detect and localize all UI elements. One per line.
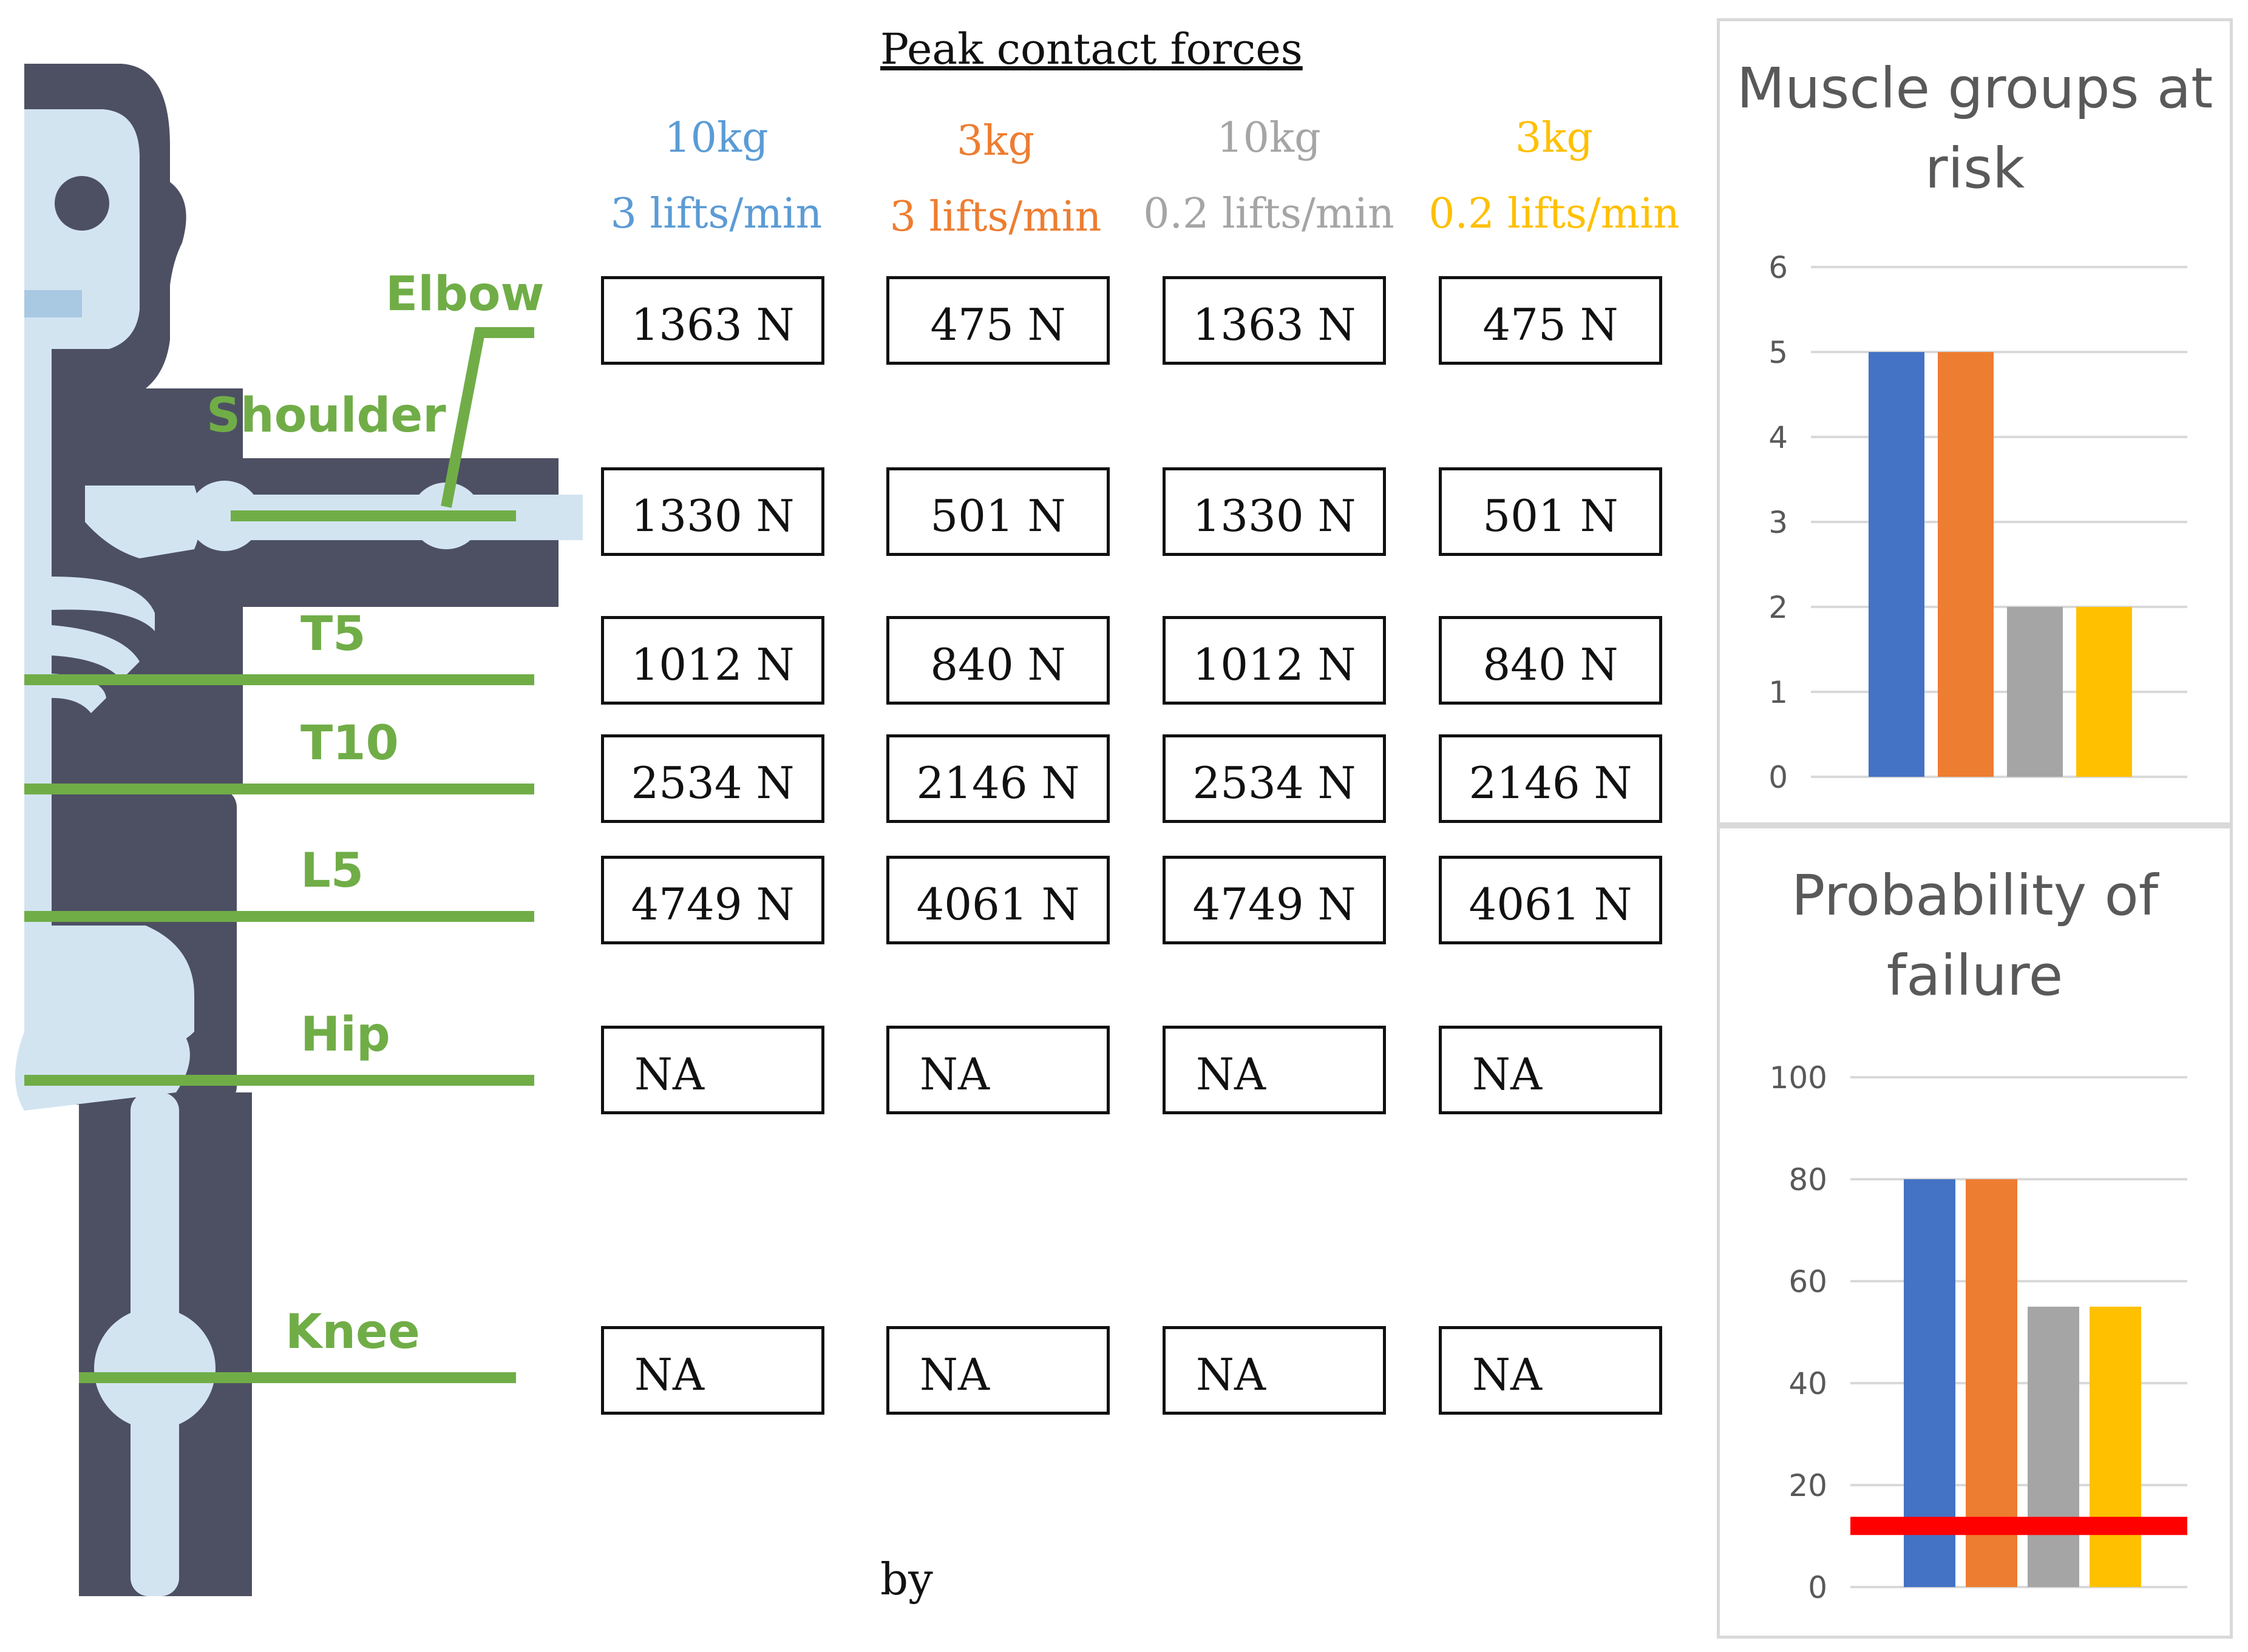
joint-label-elbow: Elbow bbox=[385, 267, 545, 322]
force-value-shoulder-4: 501 N bbox=[1439, 467, 1662, 556]
condition-load-4: 3kg bbox=[1515, 114, 1593, 162]
table-title: Peak contact forces bbox=[880, 24, 1303, 74]
skeleton-illustration bbox=[15, 64, 583, 1596]
force-value-knee-4: NA bbox=[1439, 1326, 1662, 1415]
force-value-t5-2: 840 N bbox=[886, 616, 1110, 705]
bar-3 bbox=[2028, 1307, 2079, 1587]
joint-lines bbox=[24, 327, 534, 1383]
condition-header-4: 3kg 0.2 lifts/min bbox=[1414, 100, 1694, 252]
force-value-knee-2: NA bbox=[886, 1326, 1110, 1415]
condition-load-1: 10kg bbox=[664, 114, 769, 162]
footer-text: by bbox=[880, 1554, 933, 1605]
condition-load-3: 10kg bbox=[1217, 114, 1321, 162]
force-value-shoulder-2: 501 N bbox=[886, 467, 1110, 556]
joint-label-t5: T5 bbox=[301, 607, 366, 662]
condition-rate-2: 3 lifts/min bbox=[889, 193, 1102, 241]
condition-load-2: 3kg bbox=[957, 117, 1034, 165]
y-tick-label: 60 bbox=[1788, 1264, 1827, 1299]
skeleton-light-bones bbox=[15, 109, 583, 1596]
force-value-hip-4: NA bbox=[1439, 1026, 1662, 1114]
force-value-elbow-1: 1363 N bbox=[601, 276, 824, 365]
joint-label-knee: Knee bbox=[285, 1305, 420, 1359]
tibia-bone bbox=[131, 1396, 179, 1596]
pelvis-bone bbox=[24, 926, 194, 1050]
y-tick-label: 4 bbox=[1768, 420, 1788, 455]
bar-3 bbox=[2007, 607, 2063, 777]
force-value-elbow-2: 475 N bbox=[886, 276, 1110, 365]
jaw-mark bbox=[24, 290, 82, 317]
bar-2 bbox=[1938, 352, 1994, 777]
rib-2 bbox=[52, 625, 140, 680]
force-value-elbow-4: 475 N bbox=[1439, 276, 1662, 365]
y-tick-label: 100 bbox=[1770, 1060, 1827, 1095]
force-value-l5-3: 4749 N bbox=[1163, 856, 1386, 944]
force-value-t5-1: 1012 N bbox=[601, 616, 824, 705]
force-value-knee-1: NA bbox=[601, 1326, 824, 1415]
force-value-elbow-3: 1363 N bbox=[1163, 276, 1386, 365]
force-value-t10-1: 2534 N bbox=[601, 734, 824, 823]
y-tick-label: 5 bbox=[1768, 335, 1788, 370]
scapula-bone bbox=[85, 486, 200, 558]
force-value-hip-3: NA bbox=[1163, 1026, 1386, 1114]
chart-panel-muscle-groups: Muscle groups at risk 0 1 2 3 4 5 6 bbox=[1717, 18, 2233, 825]
condition-rate-4: 0.2 lifts/min bbox=[1428, 190, 1680, 238]
force-value-hip-2: NA bbox=[886, 1026, 1110, 1114]
force-value-t5-3: 1012 N bbox=[1163, 616, 1386, 705]
bar-4 bbox=[2090, 1307, 2141, 1587]
condition-header-1: 10kg 3 lifts/min bbox=[577, 100, 856, 252]
y-tick-label: 1 bbox=[1768, 675, 1788, 710]
y-tick-label: 2 bbox=[1768, 590, 1788, 625]
elbow-leader-line bbox=[441, 327, 534, 508]
eye-socket bbox=[55, 176, 109, 231]
joint-label-t10: T10 bbox=[301, 716, 399, 771]
chart-title-muscle-groups: Muscle groups at risk bbox=[1736, 56, 2213, 201]
y-tick-label: 40 bbox=[1788, 1366, 1827, 1401]
y-tick-label: 80 bbox=[1788, 1162, 1827, 1197]
force-value-knee-3: NA bbox=[1163, 1326, 1386, 1415]
force-value-shoulder-3: 1330 N bbox=[1163, 467, 1386, 556]
chart-panel-probability: Probability of failure 0 20 40 60 80 100 bbox=[1717, 825, 2233, 1639]
force-value-t10-3: 2534 N bbox=[1163, 734, 1386, 823]
joint-label-shoulder: Shoulder bbox=[206, 388, 446, 443]
bar-4 bbox=[2076, 607, 2132, 777]
y-tick-label: 20 bbox=[1788, 1468, 1827, 1503]
y-tick-label: 3 bbox=[1768, 505, 1788, 540]
chart-muscle-groups: 0 1 2 3 4 5 6 bbox=[1768, 250, 2187, 795]
condition-header-3: 10kg 0.2 lifts/min bbox=[1129, 100, 1408, 252]
condition-rate-1: 3 lifts/min bbox=[610, 190, 823, 238]
force-value-t5-4: 840 N bbox=[1439, 616, 1662, 705]
force-value-l5-1: 4749 N bbox=[601, 856, 824, 944]
joint-label-hip: Hip bbox=[301, 1007, 390, 1062]
force-value-hip-1: NA bbox=[601, 1026, 824, 1114]
y-tick-label: 0 bbox=[1808, 1570, 1827, 1605]
hip-bone bbox=[15, 1032, 190, 1111]
force-value-l5-2: 4061 N bbox=[886, 856, 1110, 944]
force-value-t10-2: 2146 N bbox=[886, 734, 1110, 823]
force-value-l5-4: 4061 N bbox=[1439, 856, 1662, 944]
y-tick-label: 0 bbox=[1768, 760, 1788, 795]
rib-1 bbox=[52, 577, 155, 631]
femur-bone bbox=[131, 1092, 179, 1359]
chart-title-probability: Probability of failure bbox=[1791, 863, 2159, 1008]
condition-header-2: 3kg 3 lifts/min bbox=[856, 103, 1135, 255]
knee-joint bbox=[94, 1308, 216, 1429]
force-value-shoulder-1: 1330 N bbox=[601, 467, 824, 556]
chart-probability-of-failure: 0 20 40 60 80 100 bbox=[1770, 1060, 2187, 1605]
bar-1 bbox=[1869, 352, 1924, 777]
condition-rate-3: 0.2 lifts/min bbox=[1143, 190, 1394, 238]
joint-label-l5: L5 bbox=[301, 844, 364, 898]
force-value-t10-4: 2146 N bbox=[1439, 734, 1662, 823]
y-tick-label: 6 bbox=[1768, 250, 1788, 285]
